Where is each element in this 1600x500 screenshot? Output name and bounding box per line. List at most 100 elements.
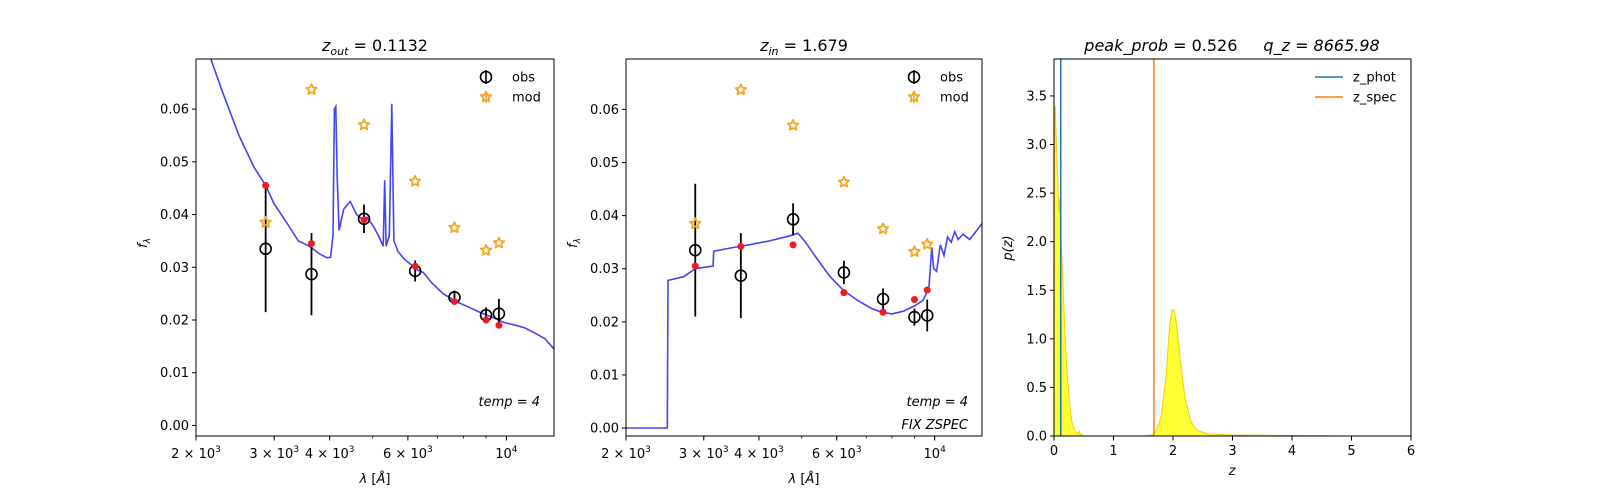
x-tick-label: 1 (1109, 444, 1117, 459)
y-tick-label: 0.04 (590, 209, 619, 224)
y-axis-label: fλ (136, 238, 153, 248)
y-axis-label: fλ (566, 238, 583, 248)
mod-point (689, 217, 702, 229)
mod-point (908, 245, 921, 258)
panel-title: zout = 0.1132 (321, 36, 428, 58)
legend-label: obs (512, 71, 535, 86)
obs-point (305, 267, 318, 281)
model-phot-point (789, 241, 797, 249)
legend-obs-marker (907, 70, 921, 84)
legend-mod-marker (479, 90, 493, 103)
model-phot-point (691, 262, 699, 270)
y-tick-label: 0.01 (590, 368, 619, 383)
y-tick-label: 0.05 (590, 156, 619, 171)
pz-area (1054, 105, 1352, 436)
y-tick-label: 1.0 (1026, 332, 1047, 347)
x-tick-label: 2 × 103 (601, 445, 651, 462)
y-tick-label: 0.02 (160, 314, 189, 329)
x-tick-label: 0 (1050, 444, 1058, 459)
y-tick-label: 0.01 (160, 366, 189, 381)
model-phot-point (879, 308, 887, 316)
x-tick-label: 104 (924, 445, 947, 462)
model-phot-point (450, 298, 458, 306)
y-tick-label: 3.5 (1026, 89, 1047, 104)
mod-point (492, 236, 506, 249)
x-axis-label: λ [Å] (788, 471, 820, 487)
y-tick-label: 2.5 (1026, 187, 1047, 202)
y-tick-label: 1.5 (1026, 284, 1047, 299)
panel-title: zin = 1.679 (759, 36, 848, 58)
y-tick-label: 2.0 (1026, 235, 1047, 250)
x-tick-label: 6 × 103 (812, 445, 862, 462)
model-phot-point (411, 262, 419, 270)
panel-title: peak_prob = 0.526 q_z = 8665.98 (1083, 36, 1379, 56)
x-tick-label: 4 (1288, 444, 1296, 459)
legend-obs-marker (479, 70, 493, 84)
x-tick-label: 2 (1169, 444, 1177, 459)
x-axis-label: λ [Å] (359, 471, 391, 487)
mod-point (448, 221, 461, 234)
mod-point (734, 83, 747, 96)
x-tick-label: 3 × 103 (679, 445, 729, 462)
mod-point (259, 216, 272, 228)
x-tick-label: 4 × 103 (305, 445, 355, 462)
plot-area (209, 59, 554, 350)
mod-point (305, 83, 318, 95)
y-tick-label: 0.06 (160, 103, 189, 118)
axes-frame (625, 58, 983, 437)
x-tick-label: 104 (495, 445, 518, 462)
x-axis-label: z (1228, 464, 1237, 479)
obs-point (259, 242, 272, 256)
legend-label: mod (940, 91, 969, 106)
obs-point (492, 307, 506, 320)
annotation-text: temp = 4 (479, 395, 540, 410)
mod-point (479, 244, 493, 256)
obs-point (734, 269, 748, 282)
mod-point (876, 222, 890, 235)
x-tick-label: 3 × 103 (249, 445, 299, 462)
mod-point (837, 175, 851, 188)
legend-mod-marker (907, 90, 921, 103)
plot-area (1054, 59, 1352, 436)
y-tick-label: 0.00 (160, 419, 189, 434)
mod-point (357, 118, 371, 131)
obs-point (876, 292, 890, 306)
model-phot-point (737, 242, 745, 250)
model-phot-point (840, 289, 848, 297)
mod-point (786, 118, 800, 131)
model-phot-point (307, 240, 315, 248)
x-tick-label: 6 (1407, 444, 1415, 459)
y-tick-label: 0.05 (160, 155, 189, 170)
y-tick-label: 0.02 (590, 315, 619, 330)
y-tick-label: 0.0 (1026, 430, 1047, 445)
y-tick-label: 0.5 (1026, 381, 1047, 396)
y-axis-label: p(z) (1001, 235, 1016, 261)
y-tick-label: 3.0 (1026, 138, 1047, 153)
mod-point (921, 237, 934, 250)
axes-frame (1053, 58, 1412, 437)
x-tick-label: 6 × 103 (383, 445, 433, 462)
obs-point (357, 212, 371, 226)
axes-frame (195, 58, 555, 437)
sed-panel-zin: zin = 1.679 0.00 0.01 0.02 0.03 0.04 0.05 0.06… (566, 36, 983, 487)
model-phot-point (262, 182, 270, 190)
legend-label: obs (940, 71, 963, 86)
model-phot-point (910, 296, 918, 304)
annotation-text: FIX ZSPEC (901, 418, 969, 433)
model-phot-point (482, 316, 490, 324)
x-tick-label: 3 (1228, 444, 1236, 459)
x-tick-label: 5 (1347, 444, 1355, 459)
obs-point (908, 310, 921, 324)
y-tick-label: 0.03 (160, 261, 189, 276)
obs-point (920, 309, 934, 322)
x-tick-label: 2 × 103 (171, 445, 221, 462)
model-phot-point (360, 216, 368, 224)
legend-label: z_spec (1353, 91, 1397, 106)
legend-label: z_phot (1353, 71, 1396, 86)
y-tick-label: 0.03 (590, 262, 619, 277)
y-tick-label: 0.06 (590, 103, 619, 118)
pz-panel: peak_prob = 0.526 q_z = 8665.98 0.0 0.5 1.0… (1001, 36, 1415, 479)
x-tick-label: 4 × 103 (734, 445, 784, 462)
annotation-text: temp = 4 (907, 395, 968, 410)
y-tick-label: 0.04 (160, 208, 189, 223)
